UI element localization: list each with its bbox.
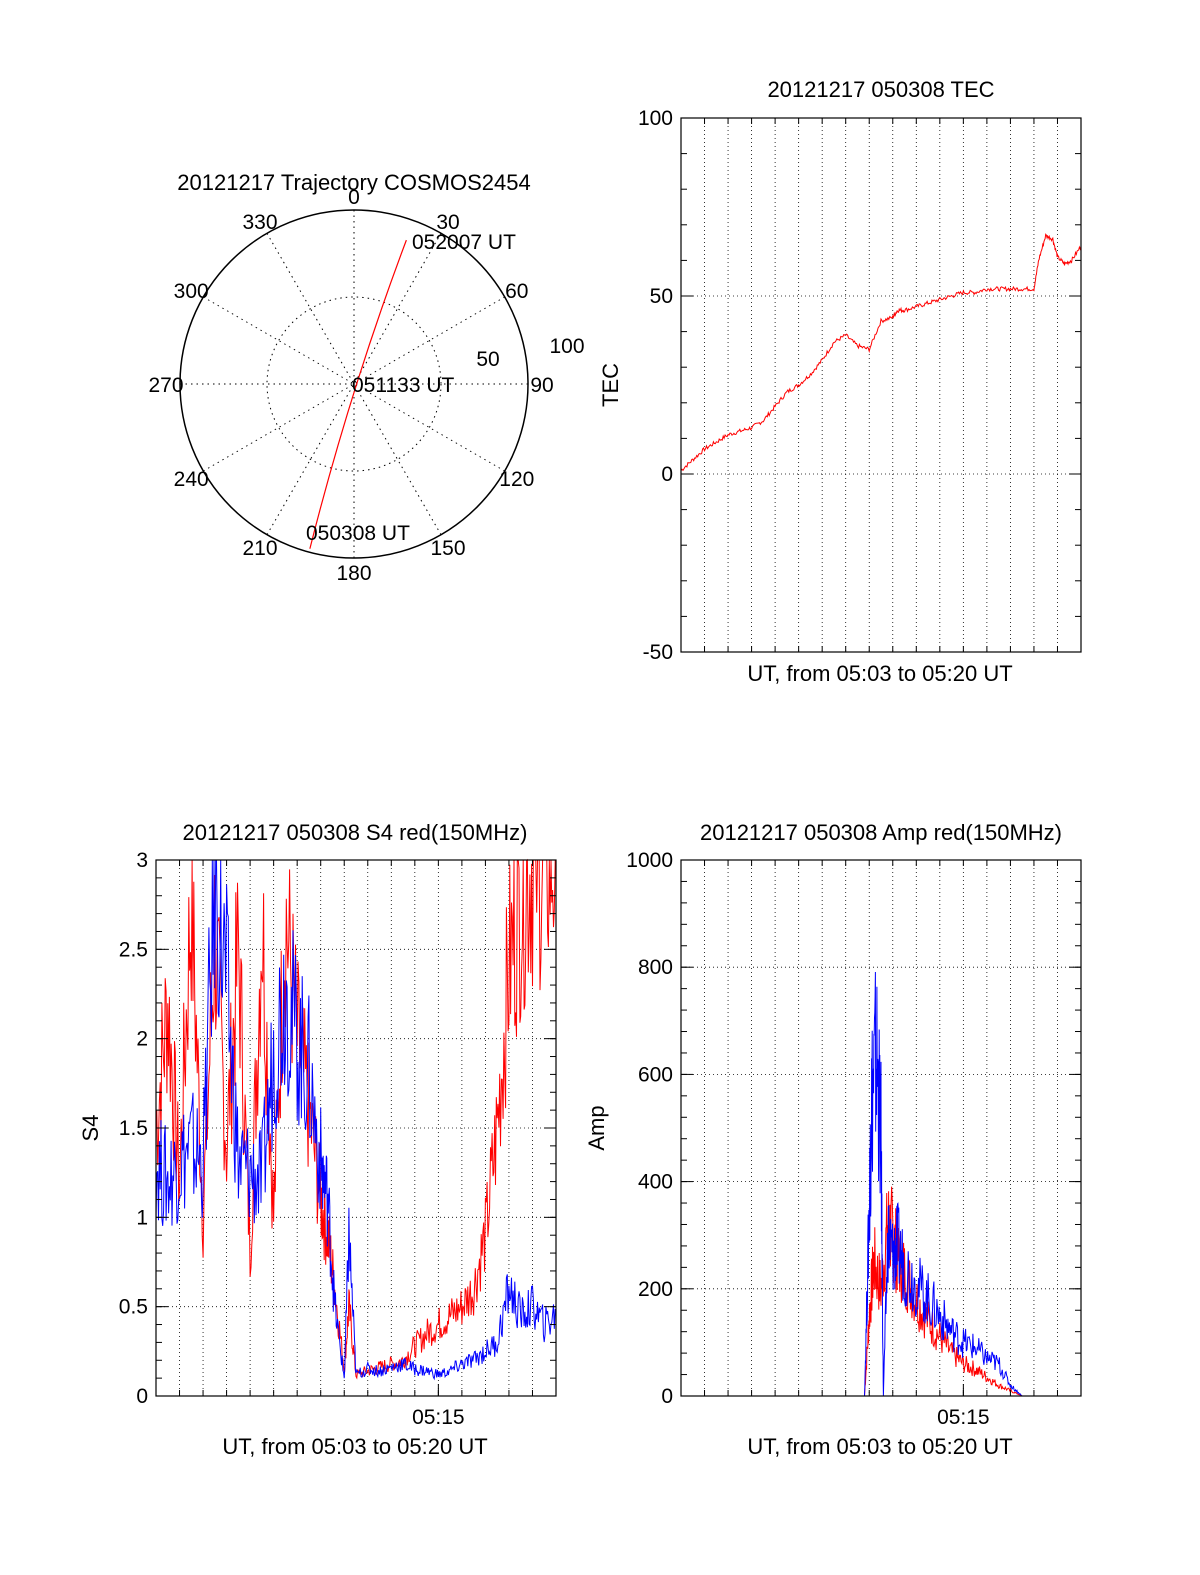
y-tick-label: 2.5 bbox=[119, 938, 148, 961]
polar-angle-label: 0 bbox=[348, 186, 360, 209]
s4-series bbox=[155, 858, 557, 1381]
polar-angle-label: 300 bbox=[174, 280, 209, 303]
y-tick-label: 50 bbox=[650, 285, 673, 308]
x-tick-label: 05:15 bbox=[412, 1406, 465, 1429]
polar-angle-label: 120 bbox=[499, 468, 534, 491]
red-series-line bbox=[155, 858, 556, 1380]
plot-frame bbox=[680, 859, 1082, 1397]
s4-title: 20121217 050308 S4 red(150MHz) bbox=[183, 820, 528, 845]
polar-angle-label: 240 bbox=[174, 468, 209, 491]
tec-series bbox=[680, 233, 1082, 472]
plot-frame bbox=[680, 117, 1082, 653]
amp-series bbox=[681, 971, 1081, 1397]
amp-xlabel: UT, from 05:03 to 05:20 UT bbox=[747, 1434, 1012, 1459]
y-tick-label: 0 bbox=[136, 1385, 148, 1408]
y-tick-label: 400 bbox=[638, 1171, 673, 1194]
tec-chart: 20121217 050308 TEC -50 0 50 100 TEC UT, fr… bbox=[598, 77, 1082, 686]
y-tick-label: 1.5 bbox=[119, 1117, 148, 1140]
y-tick-label: 600 bbox=[638, 1063, 673, 1086]
tec-ylabel: TEC bbox=[598, 363, 623, 407]
y-tick-label: 1 bbox=[136, 1206, 148, 1229]
track-start-label: 050308 UT bbox=[306, 522, 410, 545]
polar-angle-label: 180 bbox=[336, 562, 371, 585]
red-series-line bbox=[681, 1186, 1081, 1397]
radius-label-50: 50 bbox=[476, 348, 499, 371]
y-tick-label: 3 bbox=[136, 849, 148, 872]
s4-ylabel: S4 bbox=[78, 1115, 103, 1142]
s4-xlabel: UT, from 05:03 to 05:20 UT bbox=[222, 1434, 487, 1459]
y-tick-label: 0 bbox=[661, 463, 673, 486]
polar-angle-labels: 0 30 60 90 120 150 180 210 240 270 300 330 bbox=[148, 186, 553, 585]
amp-axes: 0 200 400 600 800 1000 05:15 bbox=[626, 849, 1082, 1429]
y-tick-label: 200 bbox=[638, 1278, 673, 1301]
track-end-label: 052007 UT bbox=[412, 231, 516, 254]
s4-chart: 20121217 050308 S4 red(150MHz) 0 0.5 1 1.5 2… bbox=[78, 820, 557, 1459]
tec-gridlines bbox=[681, 118, 1081, 652]
y-tick-label: 0 bbox=[661, 1385, 673, 1408]
trajectory-track bbox=[309, 239, 407, 549]
amp-ylabel: Amp bbox=[584, 1105, 609, 1150]
y-tick-label: -50 bbox=[643, 641, 673, 664]
trajectory-title: 20121217 Trajectory COSMOS2454 bbox=[177, 170, 530, 195]
polar-angle-label: 60 bbox=[505, 280, 528, 303]
y-tick-label: 0.5 bbox=[119, 1296, 148, 1319]
tec-title: 20121217 050308 TEC bbox=[767, 77, 994, 102]
polar-angle-label: 30 bbox=[436, 211, 459, 234]
radius-label-100: 100 bbox=[549, 335, 584, 358]
x-tick-label: 05:15 bbox=[937, 1406, 990, 1429]
polar-inner-ring bbox=[266, 296, 442, 472]
polar-angle-label: 270 bbox=[148, 374, 183, 397]
polar-angle-label: 330 bbox=[242, 211, 277, 234]
y-tick-label: 100 bbox=[638, 107, 673, 130]
s4-axes: 0 0.5 1 1.5 2 2.5 3 05:15 bbox=[119, 849, 557, 1429]
y-tick-label: 2 bbox=[136, 1028, 148, 1051]
amp-title: 20121217 050308 Amp red(150MHz) bbox=[700, 820, 1062, 845]
trajectory-polar-plot: 20121217 Trajectory COSMOS2454 0 30 60 90 12… bbox=[148, 170, 584, 585]
red-series-line bbox=[680, 233, 1082, 472]
amp-gridlines bbox=[681, 860, 1081, 1396]
tec-axes: -50 0 50 100 bbox=[638, 107, 1082, 664]
y-tick-label: 800 bbox=[638, 956, 673, 979]
polar-angle-label: 150 bbox=[430, 537, 465, 560]
blue-series-line bbox=[681, 971, 1081, 1397]
blue-series-line bbox=[155, 859, 557, 1381]
amp-chart: 20121217 050308 Amp red(150MHz) 0 200 400 6… bbox=[584, 820, 1082, 1459]
polar-grid bbox=[179, 209, 529, 559]
track-mid-label: 051133 UT bbox=[352, 374, 455, 397]
y-tick-label: 1000 bbox=[626, 849, 673, 872]
polar-angle-label: 90 bbox=[530, 374, 553, 397]
polar-angle-label: 210 bbox=[242, 537, 277, 560]
tec-xlabel: UT, from 05:03 to 05:20 UT bbox=[747, 661, 1012, 686]
